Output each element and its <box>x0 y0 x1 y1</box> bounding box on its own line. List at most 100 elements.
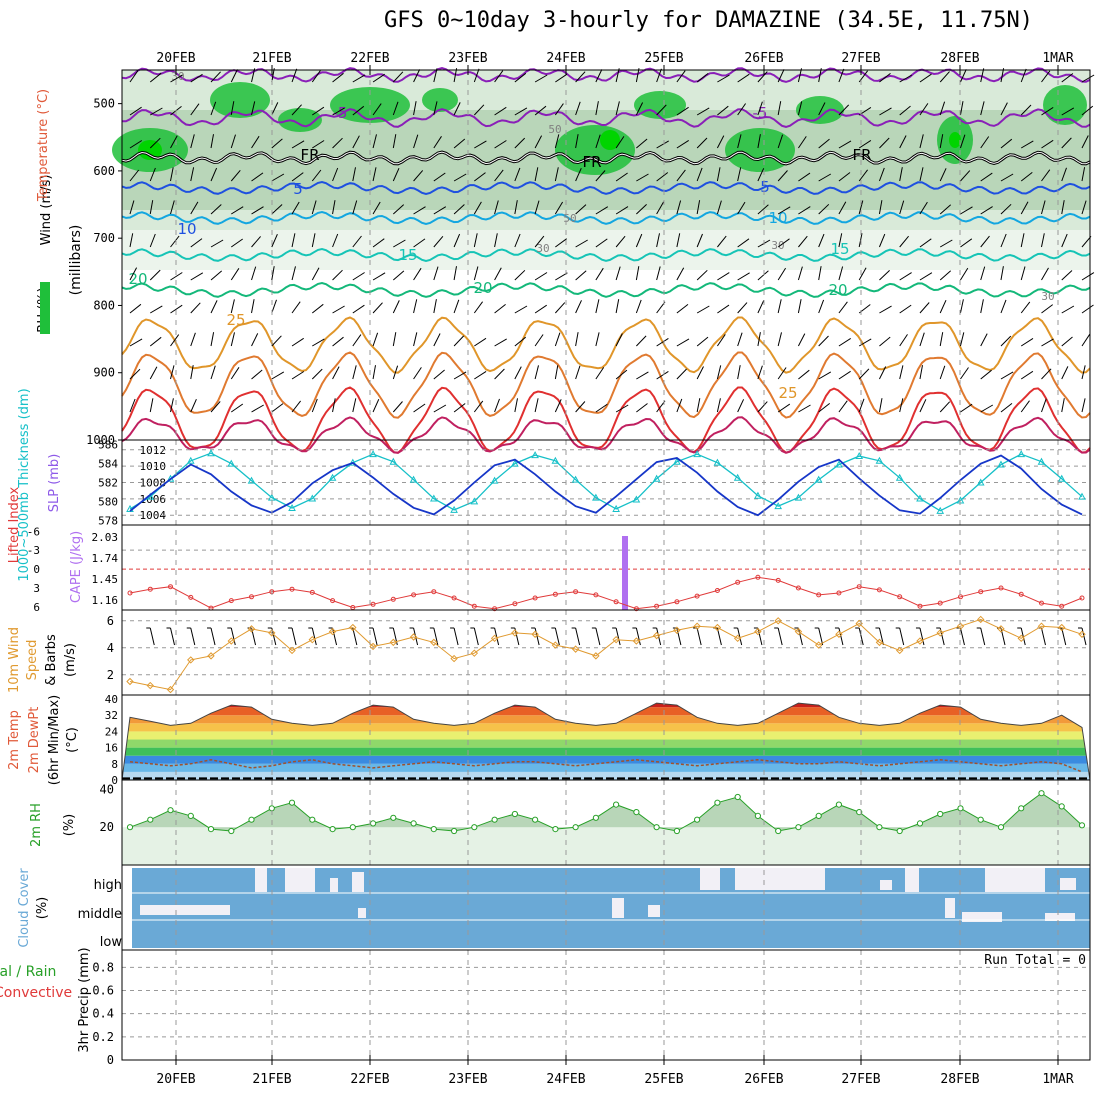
ylabel-temp: 2m Temp <box>7 710 22 770</box>
wind-barb <box>838 68 845 83</box>
wind-barb <box>332 137 343 149</box>
wind-barb <box>554 365 559 380</box>
wind-barb <box>433 136 442 149</box>
wind-barb <box>291 233 296 248</box>
wind-barb <box>960 69 967 83</box>
rh-band-lower <box>122 230 1090 270</box>
cape-tick-label: 1.16 <box>92 594 119 607</box>
wind-barb <box>1081 200 1087 215</box>
wind-barb <box>798 136 807 149</box>
rh-point <box>167 807 174 814</box>
surface-wind-barb <box>352 627 358 646</box>
wind-barb <box>676 169 686 182</box>
wind-barb <box>1000 403 1013 413</box>
wind-barb <box>919 73 932 83</box>
wind-barb <box>453 266 457 281</box>
wind-barb <box>777 403 791 413</box>
wind-barb <box>1020 266 1026 281</box>
isotherm-label: 20 <box>128 270 147 288</box>
wind-speed-point <box>997 625 1005 633</box>
wind-barb <box>656 370 669 380</box>
wind-barb <box>251 333 259 347</box>
rh-high-blob <box>278 108 322 132</box>
wind-barb <box>615 206 629 215</box>
wind-barb <box>393 239 406 248</box>
wind-barb <box>1061 73 1074 83</box>
wind-barb <box>129 233 134 248</box>
cloud-gap <box>648 905 660 917</box>
surface-wind-barb <box>1081 627 1087 646</box>
wind-speed-point <box>470 649 479 657</box>
rh-point <box>997 824 1005 831</box>
date-label-top: 24FEB <box>546 51 585 66</box>
thickness-point <box>652 474 661 482</box>
temp-outline <box>121 702 1091 781</box>
thickness-point <box>855 452 864 460</box>
wind-barb <box>1020 68 1027 83</box>
wind-barb <box>271 233 278 248</box>
wind-speed-point <box>1037 622 1046 630</box>
wind-barb <box>251 135 260 149</box>
wind-barb <box>149 336 162 347</box>
wind-barb <box>797 68 802 83</box>
cloud-gap <box>735 868 825 890</box>
surface-wind-barb <box>190 627 196 646</box>
rh-point <box>370 820 377 827</box>
isotherm-minus5 <box>122 108 1091 128</box>
thickness-point <box>207 449 215 457</box>
wind-barb <box>372 238 385 248</box>
lifted-tick-label: -3 <box>27 544 40 557</box>
isotherm-label: -5 <box>753 104 768 122</box>
wind-barb <box>575 101 581 116</box>
wind-barb <box>372 134 377 149</box>
thickness-point <box>814 475 823 483</box>
wind-barb <box>676 139 689 149</box>
lifted-index-point <box>411 592 417 598</box>
wind-barb <box>1081 398 1086 413</box>
wind-barb <box>696 336 709 347</box>
wind-barb <box>311 169 322 182</box>
rh-point <box>491 816 498 823</box>
isotherm-25 <box>121 316 1091 374</box>
wind-barb <box>818 371 832 380</box>
wind-barb <box>433 172 446 182</box>
ylabel-dewpt: 2m DewPt <box>27 707 42 774</box>
wind-barb <box>980 172 993 182</box>
wind-tick-label: 2 <box>107 668 114 682</box>
wind-barb <box>757 270 769 281</box>
wind-barb <box>858 200 864 215</box>
wind-barb <box>716 200 722 215</box>
wind-barb <box>392 300 400 314</box>
thickness-point <box>673 457 681 465</box>
wind-barb <box>230 169 241 182</box>
precip-tick-label: 0 <box>107 1053 114 1067</box>
wind-barb <box>352 200 358 215</box>
wind-barb <box>595 403 608 413</box>
run-total-label: Run Total = 0 <box>984 953 1086 968</box>
wind-barb <box>818 233 825 248</box>
wind-barb <box>514 72 527 83</box>
temp-tick-label: 8 <box>111 758 118 771</box>
wind-barb <box>230 101 235 116</box>
lifted-index-point <box>147 586 153 592</box>
wind-barb <box>129 267 138 281</box>
rh-point <box>916 820 924 827</box>
wind-barb <box>737 103 747 116</box>
wind-barb <box>777 134 784 149</box>
wind-barb <box>1041 200 1046 215</box>
rh-point <box>673 827 681 835</box>
wind-speed-point <box>247 625 256 633</box>
ylabel-cape: CAPE (J/kg) <box>69 531 84 603</box>
wind-barb <box>372 398 380 413</box>
wind-barb <box>170 135 178 149</box>
lifted-index-point <box>390 596 396 602</box>
dewpoint-line <box>129 759 1083 773</box>
wind-barb <box>474 140 487 149</box>
wind-barb <box>575 204 587 215</box>
wind-barb <box>635 102 644 116</box>
wind-barb <box>170 272 183 281</box>
rh-point <box>248 816 255 823</box>
wind-barb <box>453 102 461 116</box>
date-label-bottom: 21FEB <box>252 1072 291 1087</box>
wind-barb <box>149 269 161 281</box>
